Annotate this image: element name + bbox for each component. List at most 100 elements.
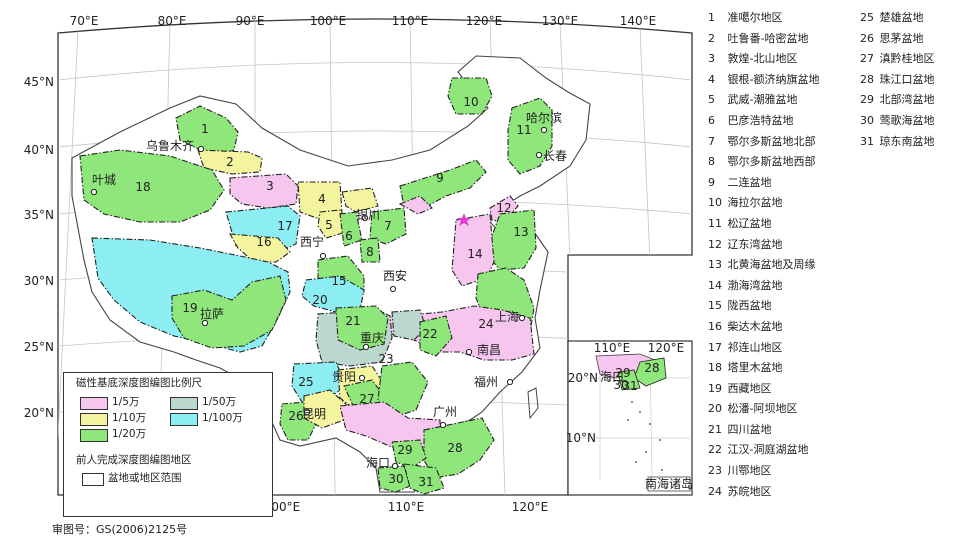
region-number-10: 10 — [463, 95, 478, 109]
city-label: 广州 — [433, 405, 457, 419]
legend-subtitle: 前人完成深度图编图地区 — [76, 454, 192, 466]
region-number-25: 25 — [298, 375, 313, 389]
basin-list-item: 22 江汉-洞庭湖盆地 — [708, 440, 860, 461]
basin-list-item: 13 北黄海盆地及周缘 — [708, 255, 860, 276]
basin-name: 准噶尔地区 — [724, 11, 783, 24]
basin-number: 1 — [708, 11, 715, 24]
basin-name: 北黄海盆地及周缘 — [724, 258, 816, 272]
city-markers — [90, 126, 548, 470]
lon-label-top: 140°E — [620, 14, 657, 28]
region-6 — [339, 211, 363, 247]
basin-number: 4 — [708, 72, 715, 86]
basin-name: 琼东南盆地 — [876, 134, 935, 148]
city-label: 叶城 — [92, 173, 116, 187]
region-number-27: 27 — [359, 392, 374, 406]
basin-name: 武威-潮雅盆地 — [724, 93, 798, 107]
basin-list-item: 17 祁连山地区 — [708, 338, 860, 359]
region-number-13: 13 — [513, 225, 528, 239]
city-label: 哈尔滨 — [526, 110, 562, 125]
basin-number: 24 — [708, 484, 722, 498]
lat-label: 25°N — [24, 340, 54, 354]
basin-number: 5 — [708, 93, 715, 107]
basin-list-item: 29 北部湾盆地 — [860, 90, 954, 111]
basin-list-item: 16 柴达木盆地 — [708, 317, 860, 338]
basin-number: 26 — [860, 31, 874, 45]
legend-title: 磁性基底深度图编图比例尺 — [76, 377, 202, 389]
region-5 — [317, 209, 347, 239]
basin-name: 二连盆地 — [724, 175, 772, 189]
lat-label: 35°N — [24, 208, 54, 222]
basin-number: 30 — [860, 113, 874, 127]
city-label: 上海 — [495, 309, 519, 324]
basin-name: 吐鲁番-哈密盆地 — [724, 31, 809, 45]
region-number-16: 16 — [256, 235, 271, 249]
region-9b — [398, 195, 433, 215]
region-number-1: 1 — [201, 122, 209, 136]
basin-list-col-2: 25 楚雄盆地 26 思茅盆地 27 滇黔桂地区 28 珠江口盆地 29 北部湾盆地 30… — [860, 8, 954, 152]
basin-name: 陇西盆地 — [724, 299, 772, 313]
basin-name: 鄂尔多斯盆地北部 — [724, 134, 816, 148]
region-8 — [359, 237, 381, 263]
basin-name: 松潘-阿坝地区 — [724, 402, 798, 416]
basin-name: 苏皖地区 — [724, 484, 772, 498]
basin-number: 14 — [708, 278, 722, 292]
basin-number: 6 — [708, 113, 715, 127]
basin-number: 20 — [708, 402, 722, 416]
basin-list-item: 1 准噶尔地区 — [708, 8, 860, 29]
basin-list-item: 5 武威-潮雅盆地 — [708, 90, 860, 111]
basin-name: 银根-额济纳旗盆地 — [724, 72, 820, 86]
region-number-19: 19 — [182, 301, 197, 315]
region-number-7: 7 — [384, 219, 392, 233]
legend-label-1-10: 1/10万 — [112, 412, 147, 424]
basin-list-item: 11 松辽盆地 — [708, 214, 860, 235]
lon-label-top: 70°E — [70, 14, 99, 28]
basin-number: 19 — [708, 381, 722, 395]
basin-name: 滇黔桂地区 — [876, 52, 935, 66]
basin-list-item: 10 海拉尔盆地 — [708, 193, 860, 214]
region-number-8: 8 — [366, 245, 374, 259]
legend-label-1-20: 1/20万 — [112, 428, 147, 440]
basin-list-item: 31 琼东南盆地 — [860, 132, 954, 153]
region-small-ne — [341, 187, 379, 213]
inset-lat-label: 10°N — [566, 431, 596, 445]
basin-number: 28 — [860, 72, 874, 86]
basin-list-item: 28 珠江口盆地 — [860, 70, 954, 91]
region-number-6: 6 — [345, 229, 353, 243]
lat-label: 45°N — [24, 75, 54, 89]
basin-number: 22 — [708, 443, 722, 457]
basin-list-item: 6 巴彦浩特盆地 — [708, 111, 860, 132]
inset-region-number: 29 — [615, 366, 630, 380]
region-number-29: 29 — [397, 443, 412, 457]
region-number-2: 2 — [226, 155, 234, 169]
city-label: 南昌 — [477, 342, 501, 357]
city-label: 昆明 — [302, 407, 326, 421]
legend-swatch-1-100 — [170, 413, 198, 426]
basin-name: 巴彦浩特盆地 — [724, 113, 794, 127]
basin-list-item: 21 四川盆地 — [708, 420, 860, 441]
region-3 — [229, 173, 299, 209]
basin-name: 思茅盆地 — [876, 31, 924, 45]
basin-name: 塔里木盆地 — [724, 361, 783, 375]
basin-name: 辽东湾盆地 — [724, 237, 783, 251]
basin-name: 四川盆地 — [724, 422, 772, 436]
region-number-22: 22 — [422, 327, 437, 341]
basin-list-item: 18 塔里木盆地 — [708, 358, 860, 379]
region-7 — [369, 207, 407, 245]
region-number-18: 18 — [135, 180, 150, 194]
basin-regions — [79, 77, 553, 495]
basin-name: 楚雄盆地 — [876, 11, 924, 24]
basin-name: 珠江口盆地 — [876, 72, 935, 86]
city-label: 海口 — [366, 455, 390, 470]
basin-number: 3 — [708, 52, 715, 66]
legend-swatch-1-5 — [80, 397, 108, 410]
city-label: 西宁 — [300, 234, 324, 249]
region-number-3: 3 — [266, 179, 274, 193]
inset-region-number: 30 — [613, 378, 628, 392]
basin-list-item: 20 松潘-阿坝地区 — [708, 399, 860, 420]
legend-basin-label: 盆地或地区范围 — [108, 472, 182, 484]
star-marker — [457, 213, 471, 226]
region-number-5: 5 — [325, 218, 333, 232]
basin-number: 15 — [708, 299, 722, 313]
region-19 — [171, 275, 287, 349]
basin-number: 29 — [860, 93, 874, 107]
